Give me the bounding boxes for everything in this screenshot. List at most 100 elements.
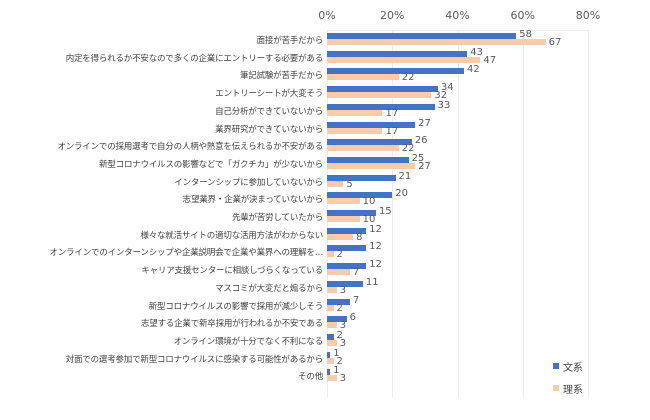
data-label: 1	[333, 347, 340, 359]
category-label: 様々な就活サイトの適切な活用方法がわからない	[140, 230, 323, 241]
chart-row: オンラインでのインターンシップや企業説明会で企業や業界への理解を… 12 2	[0, 241, 650, 261]
bar-bunkei	[327, 316, 347, 323]
bar-bunkei	[327, 351, 331, 358]
chart-row: 筆記試験が苦手だから 42 22	[0, 64, 650, 84]
data-label: 22	[401, 72, 415, 84]
bar-rikei	[327, 233, 354, 240]
chart-row: エントリーシートが大変そう 34 32	[0, 82, 650, 102]
chart-row: 自己分析ができていないから 33 17	[0, 99, 650, 119]
legend-label: 文系	[563, 362, 583, 374]
category-label: その他	[298, 372, 323, 383]
category-label: 筆記試験が苦手だから	[239, 71, 323, 82]
bar-rikei	[327, 198, 360, 205]
bar-bunkei	[327, 280, 363, 287]
data-label: 21	[398, 170, 412, 182]
legend-swatch-icon	[553, 363, 559, 369]
chart-row: キャリア支援センターに相談しづらくなっている 12 7	[0, 259, 650, 279]
legend-item: 文系	[553, 355, 583, 377]
data-label: 22	[401, 143, 415, 155]
bar-bunkei	[327, 227, 367, 234]
data-label: 10	[362, 196, 376, 208]
data-label: 12	[369, 259, 382, 271]
data-label: 7	[352, 294, 360, 306]
bar-bunkei	[327, 33, 517, 39]
data-label: 5	[346, 178, 353, 190]
gridline	[457, 30, 459, 398]
data-label: 58	[519, 29, 532, 40]
bar-rikei	[327, 74, 399, 81]
bar-rikei	[327, 216, 360, 222]
bar-bunkei	[327, 210, 376, 216]
x-axis-tick: 0%	[318, 9, 336, 22]
chart-row: 業界研究ができていないから 27 17	[0, 118, 650, 137]
data-label: 10	[362, 214, 376, 225]
category-label: マスコミが大変だと煽るから	[215, 283, 323, 294]
bar-rikei	[327, 304, 334, 311]
gridline	[588, 30, 589, 398]
x-axis-tick: 80%	[575, 9, 601, 22]
data-label: 7	[352, 267, 360, 279]
category-label: キャリア支援センターに相談しづらくなっている	[141, 266, 323, 277]
category-label: エントリーシートが大変そう	[215, 89, 323, 100]
data-label: 42	[467, 64, 480, 76]
data-label: 17	[385, 107, 399, 119]
data-label: 8	[356, 231, 363, 243]
bar-bunkei	[327, 298, 350, 305]
category-label: オンラインでのインターンシップや企業説明会で企業や業界への理解を…	[49, 248, 324, 259]
data-label: 67	[548, 37, 562, 48]
data-label: 12	[369, 223, 382, 235]
category-label: オンラインでの採用選考で自分の人柄や熱意を伝えられるか不安がある	[57, 142, 323, 153]
bar-rikei	[327, 162, 416, 169]
category-label: 業界研究ができていないから	[215, 124, 323, 135]
bar-rikei	[327, 322, 337, 329]
bar-bunkei	[327, 263, 367, 270]
category-label: 先輩が苦労していたから	[231, 213, 323, 223]
chart-row: インターンシップに参加していないから 21 5	[0, 170, 650, 190]
data-label: 43	[470, 46, 484, 58]
data-label: 6	[349, 312, 356, 324]
data-label: 26	[414, 135, 428, 147]
bar-rikei	[327, 127, 383, 134]
data-label: 2	[336, 329, 343, 341]
data-label: 2	[336, 302, 343, 314]
category-label: 新型コロナウイルスの影響で採用が減少しそう	[148, 301, 324, 312]
bar-rikei	[327, 39, 546, 45]
bar-bunkei	[327, 86, 438, 93]
bar-bunkei	[327, 68, 465, 75]
category-label: 内定を得られるか不安なので多くの企業にエントリーする必要がある	[65, 53, 324, 64]
x-axis-tick: 40%	[445, 9, 470, 22]
data-label: 25	[411, 152, 425, 164]
legend-swatch-icon	[553, 385, 559, 391]
data-label: 3	[339, 320, 347, 332]
data-label: 32	[434, 90, 448, 102]
data-label: 3	[339, 284, 347, 296]
legend-label: 理系	[563, 384, 583, 396]
bar-bunkei	[327, 174, 396, 181]
bar-rikei	[327, 251, 334, 258]
chart-row: 面接が苦手だから 58 67	[0, 29, 650, 48]
data-label: 12	[369, 241, 382, 253]
data-label: 3	[339, 373, 347, 385]
data-label: 33	[437, 99, 451, 111]
gridline	[392, 30, 394, 398]
chart-row: 様々な就活サイトの適切な活用方法がわからない 12 8	[0, 223, 650, 243]
bar-rikei	[327, 269, 350, 276]
chart-row: 志望業界・企業が決まっていないから 20 10	[0, 188, 650, 208]
category-label: 自己分析ができていないから	[215, 106, 323, 117]
data-label: 2	[336, 249, 343, 261]
chart-row: 新型コロナウイルスの影響で採用が減少しそう 7 2	[0, 294, 650, 314]
bar-rikei	[327, 109, 383, 116]
chart-row: その他 1 3	[0, 366, 650, 385]
data-label: 20	[395, 188, 408, 200]
x-axis-tick: 20%	[380, 9, 405, 22]
chart-row: 新型コロナウイルスの影響などで「ガクチカ」が少ないから 25 27	[0, 152, 650, 172]
bar-rikei	[327, 339, 337, 346]
chart-row: 先輩が苦労していたから 15 10	[0, 207, 650, 225]
x-axis-tick: 60%	[510, 9, 535, 22]
chart-row: 内定を得られるか不安なので多くの企業にエントリーする必要がある 43 47	[0, 46, 650, 66]
data-label: 34	[440, 82, 454, 94]
category-label: 志望する企業で新卒採用が行われるか不安である	[140, 319, 323, 330]
bar-rikei	[327, 375, 337, 382]
chart-row: マスコミが大変だと煽るから 11 3	[0, 277, 650, 296]
